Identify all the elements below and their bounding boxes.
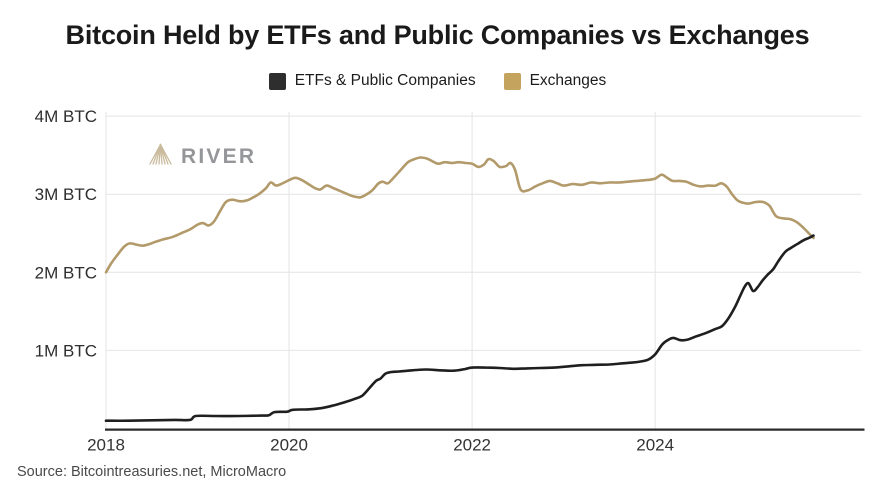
y-tick-label: 4M BTC bbox=[35, 107, 97, 126]
legend-item-etfs: ETFs & Public Companies bbox=[268, 72, 476, 90]
chart-title: Bitcoin Held by ETFs and Public Companie… bbox=[65, 20, 810, 50]
legend-swatch-exchanges bbox=[503, 72, 521, 90]
x-tick-label: 2024 bbox=[636, 436, 674, 455]
river-logo-icon bbox=[147, 141, 174, 173]
legend: ETFs & Public Companies Exchanges bbox=[0, 72, 875, 90]
river-logo-text: RIVER bbox=[181, 145, 257, 168]
series-line-etfs bbox=[104, 234, 815, 423]
legend-label-etfs: ETFs & Public Companies bbox=[294, 72, 476, 89]
x-tick-label: 2022 bbox=[453, 436, 491, 455]
legend-label-exchanges: Exchanges bbox=[529, 72, 607, 89]
legend-swatch-etfs bbox=[268, 72, 286, 90]
river-watermark: RIVER bbox=[147, 141, 256, 173]
x-tick-label: 2018 bbox=[87, 436, 125, 455]
series-line-exchanges bbox=[104, 156, 815, 274]
y-tick-label: 2M BTC bbox=[35, 263, 97, 282]
y-tick-label: 3M BTC bbox=[35, 185, 97, 204]
source-attribution: Source: Bitcointreasuries.net, MicroMacr… bbox=[17, 464, 287, 480]
y-tick-label: 1M BTC bbox=[35, 341, 97, 360]
x-tick-label: 2020 bbox=[270, 436, 308, 455]
legend-item-exchanges: Exchanges bbox=[503, 72, 607, 90]
